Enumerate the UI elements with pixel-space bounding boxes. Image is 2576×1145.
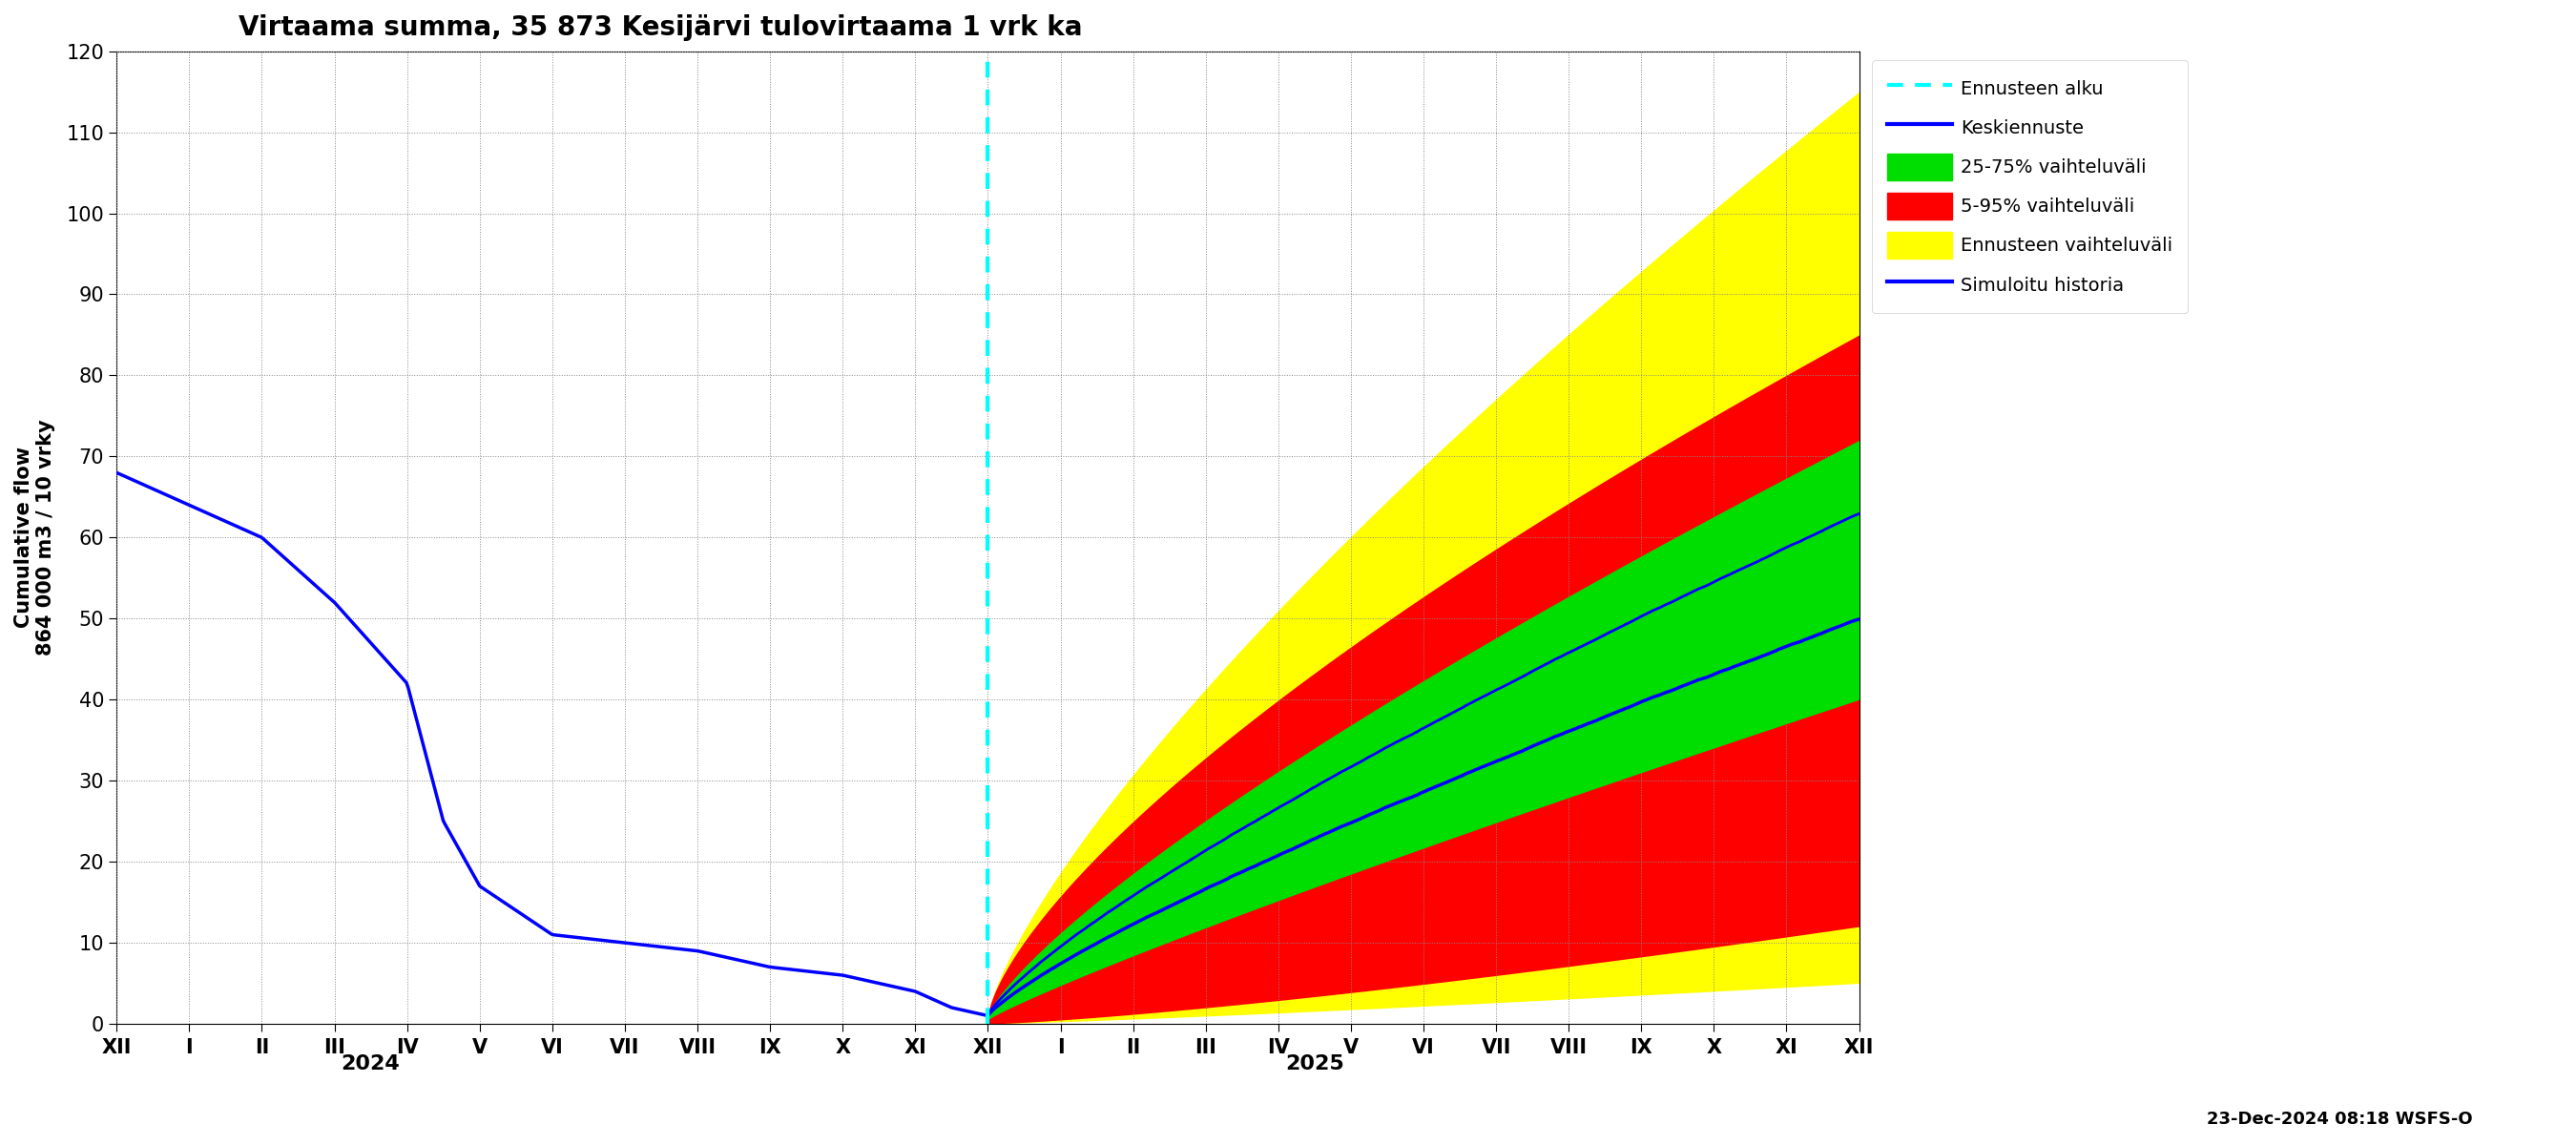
Y-axis label: Cumulative flow
864 000 m3 / 10 vrky: Cumulative flow 864 000 m3 / 10 vrky	[15, 419, 57, 656]
Legend: Ennusteen alku, Keskiennuste, 25-75% vaihteluväli, 5-95% vaihteluväli, Ennusteen: Ennusteen alku, Keskiennuste, 25-75% vai…	[1873, 61, 2187, 313]
Text: 23-Dec-2024 08:18 WSFS-O: 23-Dec-2024 08:18 WSFS-O	[2208, 1111, 2473, 1128]
Text: 2025: 2025	[1285, 1055, 1345, 1074]
Text: 2024: 2024	[340, 1055, 399, 1074]
Text: Virtaama summa, 35 873 Kesijärvi tulovirtaama 1 vrk ka: Virtaama summa, 35 873 Kesijärvi tulovir…	[240, 14, 1082, 41]
